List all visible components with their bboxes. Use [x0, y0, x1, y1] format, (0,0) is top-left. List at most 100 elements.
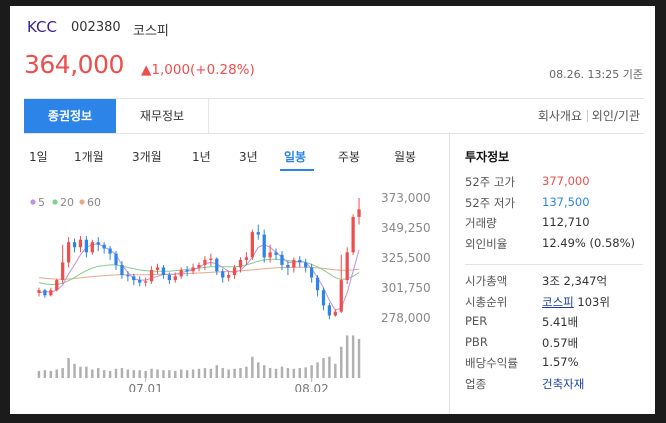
info-label: PER [465, 314, 488, 328]
volume-bar [268, 368, 272, 378]
period-option[interactable]: 3년 [239, 150, 258, 164]
legend-dot [52, 199, 58, 205]
y-tick-label: 325,500 [381, 251, 431, 265]
legend-label: 60 [87, 196, 101, 209]
candle-body [167, 275, 171, 281]
volume-bar [43, 370, 47, 378]
volume-bar [334, 363, 337, 378]
rank-value: 103위 [573, 294, 610, 309]
candle-body [179, 270, 183, 277]
candle-body [315, 277, 320, 291]
candle-body [345, 252, 349, 281]
candle-body [108, 248, 112, 254]
info-value: 377,000 [542, 174, 590, 188]
period-option[interactable]: 1개월 [74, 150, 104, 164]
stock-name[interactable]: KCC [27, 18, 57, 36]
volume-bar [197, 368, 201, 378]
candle-body [309, 267, 314, 278]
volume-bar [185, 370, 189, 378]
x-tick-label: 08.02 [294, 382, 328, 392]
volume-bar [174, 370, 177, 378]
volume-bar [179, 369, 183, 378]
volume-bar [310, 365, 313, 378]
x-tick-label: 07.01 [128, 382, 162, 392]
tab-stock-info[interactable]: 종권정보 [24, 99, 116, 133]
candle-body [55, 280, 59, 291]
candle-body [250, 232, 254, 258]
volume-bar [245, 366, 248, 378]
info-label: 거래량 [465, 216, 497, 230]
volume-bar [114, 368, 118, 378]
volume-bar [262, 365, 266, 378]
candle-body [280, 254, 284, 265]
company-overview-link[interactable]: 회사개요 [537, 109, 582, 123]
info-row: PBR 0.57배 [465, 335, 645, 356]
info-label: 52주 고가 [465, 175, 516, 189]
foreign-institution-link[interactable]: 외인/기관 [591, 109, 640, 123]
period-option[interactable]: 3개월 [132, 150, 162, 164]
tab-divider [587, 110, 588, 122]
volume-bar [97, 368, 100, 378]
y-tick-label: 278,000 [381, 311, 431, 325]
active-period-underline [280, 169, 314, 171]
candle-body [126, 275, 130, 277]
investment-info-panel: 투자정보 52주 고가 377,000 52주 저가 137,500 거래량 112,71… [465, 148, 645, 396]
info-label: 52주 저가 [465, 195, 516, 210]
y-tick-label: 301,750 [381, 281, 431, 295]
volume-bar [328, 356, 331, 378]
info-value: 0.57배 [542, 335, 579, 350]
period-option[interactable]: 월봉 [394, 150, 417, 164]
info-label: 배당수익률 [465, 356, 518, 370]
volume-bar [108, 370, 112, 378]
candle-body [114, 253, 118, 265]
period-option[interactable]: 1년 [192, 150, 211, 164]
candle-body [357, 209, 361, 217]
info-value: 112,710 [542, 215, 590, 229]
info-divider [465, 264, 643, 265]
info-value: 5.41배 [542, 315, 579, 329]
info-row: 업종 건축자재 [465, 376, 645, 397]
volume-bar [286, 368, 290, 378]
y-tick-label: 373,000 [381, 191, 431, 205]
volume-bar [251, 356, 254, 378]
volume-bar [85, 366, 88, 378]
volume-bar [67, 358, 70, 378]
volume-bar [233, 368, 236, 378]
candlestick-chart: 5 20 60 373,000 349,250 325,500 301,750 278,000… [24, 174, 431, 392]
volume-bar [340, 346, 343, 378]
candle-body [238, 259, 243, 268]
candle-body [43, 290, 47, 296]
info-row: PER 5.41배 [465, 314, 645, 335]
candle-body [72, 242, 77, 248]
info-row: 52주 저가 137,500 [465, 195, 645, 216]
candle-body [351, 216, 355, 253]
period-option[interactable]: 일봉 [284, 150, 307, 164]
period-option[interactable]: 1일 [29, 150, 48, 164]
volume-bar [73, 363, 76, 378]
price-change: ▲1,000(+0.28%) [141, 62, 255, 78]
candle-body [149, 270, 154, 282]
candle-body [292, 259, 296, 268]
tab-financial-info[interactable]: 재무정보 [116, 99, 209, 133]
volume-bar [61, 368, 64, 378]
volume-bar [55, 369, 58, 378]
info-value: 1.57% [542, 355, 579, 369]
info-row: 시총순위 코스피 103위 [465, 294, 645, 315]
period-option[interactable]: 주봉 [338, 150, 361, 164]
volume-bar [79, 366, 82, 378]
legend-label: 20 [60, 196, 74, 209]
candle-body [244, 257, 249, 260]
period-selector: 1일 1개월 3개월 1년 3년 일봉 주봉 월봉 [24, 148, 449, 171]
candle-body [327, 305, 332, 316]
volume-bar [280, 366, 284, 378]
volume-bar [209, 368, 213, 378]
volume-bar [257, 362, 260, 378]
candle-body [232, 267, 237, 276]
candle-body [102, 244, 106, 249]
market-rank-link[interactable]: 코스피 [542, 294, 574, 309]
volume-bar [132, 370, 136, 378]
info-value[interactable]: 건축자재 [542, 376, 585, 391]
info-label: 외인비율 [465, 236, 508, 251]
candle-body [227, 275, 231, 278]
volume-bar [162, 370, 165, 378]
